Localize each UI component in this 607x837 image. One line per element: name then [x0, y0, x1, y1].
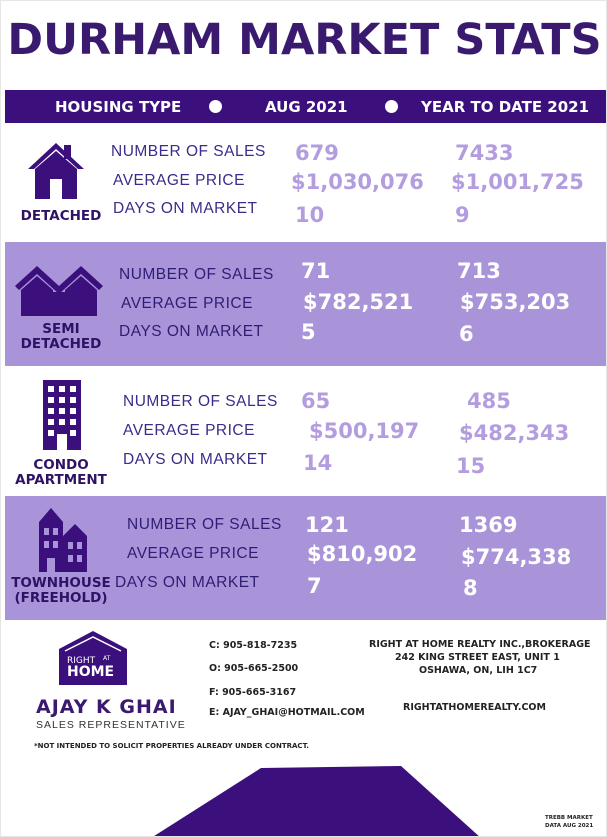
source-note-line2: DATA AUG 2021 — [545, 823, 594, 829]
ytd-price-value: $753,203 — [460, 290, 571, 314]
aug-sales-value: 71 — [301, 259, 331, 283]
decorative-roof-shape — [154, 766, 479, 836]
type-label-line2: (FREEHOLD) — [14, 590, 108, 606]
label-days-on-market: DAYS ON MARKET — [113, 200, 258, 217]
disclaimer: *NOT INTENDED TO SOLICIT PROPERTIES ALRE… — [34, 742, 309, 750]
ytd-sales-value: 1369 — [459, 513, 518, 537]
row-semi-detached: SEMI DETACHED NUMBER OF SALES AVERAGE PR… — [5, 242, 606, 366]
source-note-line1: TREBB MARKET — [545, 815, 593, 821]
logo-text-at: AT — [103, 655, 111, 662]
ytd-sales-value: 7433 — [455, 141, 514, 165]
type-label-line2: APARTMENT — [15, 472, 107, 488]
ytd-sales-value: 713 — [457, 259, 501, 283]
logo-text-home: HOME — [67, 664, 114, 680]
brokerage-name: RIGHT AT HOME REALTY INC.,BROKERAGE — [369, 639, 591, 650]
label-average-price: AVERAGE PRICE — [121, 295, 253, 312]
house-icon — [28, 143, 84, 199]
agent-role: SALES REPRESENTATIVE — [36, 719, 186, 731]
aug-sales-value: 65 — [301, 389, 331, 413]
ytd-sales-value: 485 — [467, 389, 511, 413]
agent-name: AJAY K GHAI — [36, 696, 177, 718]
brokerage-street: 242 KING STREET EAST, UNIT 1 — [395, 652, 560, 663]
aug-days-value: 14 — [303, 451, 333, 475]
townhouse-icon — [39, 508, 87, 572]
brokerage-city: OSHAWA, ON, LIH 1C7 — [419, 665, 538, 676]
type-label-line1: SEMI — [42, 321, 80, 337]
aug-sales-value: 679 — [295, 141, 339, 165]
ytd-price-value: $482,343 — [459, 421, 570, 445]
aug-price-value: $810,902 — [307, 542, 418, 566]
label-average-price: AVERAGE PRICE — [123, 422, 255, 439]
label-days-on-market: DAYS ON MARKET — [115, 574, 260, 591]
type-label-line1: CONDO — [33, 457, 89, 473]
table-header: HOUSING TYPE AUG 2021 YEAR TO DATE 2021 — [5, 90, 606, 123]
aug-days-value: 5 — [301, 320, 316, 344]
aug-price-value: $500,197 — [309, 419, 420, 443]
contact-email[interactable]: E: AJAY_GHAI@HOTMAIL.COM — [209, 707, 365, 718]
aug-days-value: 10 — [295, 203, 325, 227]
bullet-dot — [385, 100, 398, 113]
ytd-days-value: 8 — [463, 576, 478, 600]
header-ytd-2021: YEAR TO DATE 2021 — [421, 98, 590, 116]
aug-price-value: $782,521 — [303, 290, 414, 314]
label-days-on-market: DAYS ON MARKET — [123, 451, 268, 468]
header-aug-2021: AUG 2021 — [265, 98, 348, 116]
label-number-of-sales: NUMBER OF SALES — [119, 266, 274, 283]
ytd-price-value: $774,338 — [461, 545, 572, 569]
semi-detached-icon — [15, 266, 103, 316]
ytd-days-value: 6 — [459, 322, 474, 346]
label-average-price: AVERAGE PRICE — [127, 545, 259, 562]
brokerage-website[interactable]: RIGHTATHOMEREALTY.COM — [403, 702, 546, 713]
building-icon — [43, 380, 81, 450]
contact-fax: F: 905-665-3167 — [209, 687, 297, 698]
ytd-days-value: 15 — [456, 454, 486, 478]
label-number-of-sales: NUMBER OF SALES — [123, 393, 278, 410]
aug-days-value: 7 — [307, 574, 322, 598]
row-townhouse: TOWNHOUSE (FREEHOLD) NUMBER OF SALES AVE… — [5, 496, 606, 620]
logo-text-right: RIGHT — [67, 656, 96, 666]
bullet-dot — [209, 100, 222, 113]
aug-sales-value: 121 — [305, 513, 349, 537]
label-number-of-sales: NUMBER OF SALES — [111, 143, 266, 160]
type-label-line2: DETACHED — [20, 336, 102, 352]
ytd-price-value: $1,001,725 — [451, 170, 584, 194]
label-days-on-market: DAYS ON MARKET — [119, 323, 264, 340]
contact-office: O: 905-665-2500 — [209, 663, 299, 674]
row-condo-apartment: CONDO APARTMENT NUMBER OF SALES AVERAGE … — [5, 366, 606, 496]
header-housing-type: HOUSING TYPE — [55, 98, 182, 116]
page-title: DURHAM MARKET STATS — [7, 15, 602, 65]
right-at-home-logo: RIGHT AT HOME — [59, 631, 127, 685]
label-number-of-sales: NUMBER OF SALES — [127, 516, 282, 533]
aug-price-value: $1,030,076 — [291, 170, 424, 194]
row-detached: DETACHED NUMBER OF SALES AVERAGE PRICE D… — [5, 125, 606, 242]
ytd-days-value: 9 — [455, 203, 470, 227]
type-label-line1: TOWNHOUSE — [11, 575, 111, 591]
type-label-line1: DETACHED — [20, 208, 102, 224]
contact-cell: C: 905-818-7235 — [209, 640, 298, 651]
label-average-price: AVERAGE PRICE — [113, 172, 245, 189]
